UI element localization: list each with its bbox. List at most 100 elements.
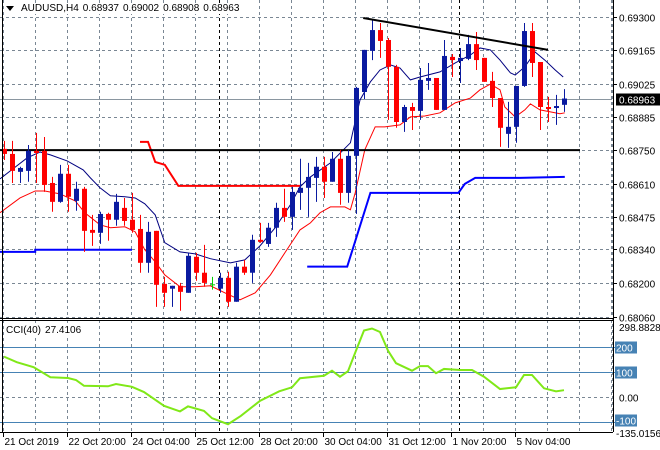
candle-body bbox=[450, 56, 455, 61]
candle bbox=[466, 34, 471, 61]
candle bbox=[394, 64, 399, 128]
candle-body bbox=[98, 213, 103, 233]
candle bbox=[210, 276, 215, 290]
candle bbox=[530, 23, 535, 77]
candle-body bbox=[466, 44, 471, 59]
price-label: 0.68340 bbox=[619, 246, 656, 257]
candle-body bbox=[170, 285, 175, 289]
candle-body bbox=[522, 31, 527, 86]
candle-body bbox=[274, 207, 279, 228]
candle bbox=[482, 57, 487, 82]
candle-body bbox=[282, 207, 287, 217]
candle bbox=[338, 149, 343, 205]
cci-level-label: 0.00 bbox=[619, 394, 639, 405]
candle bbox=[426, 62, 431, 90]
moving-average-red bbox=[0, 83, 565, 301]
cci-name: CCI(40) bbox=[6, 325, 42, 336]
candle bbox=[34, 132, 39, 183]
candle-body bbox=[546, 107, 551, 109]
candle-body bbox=[82, 188, 87, 231]
price-label: 0.68060 bbox=[619, 314, 656, 325]
high-value: 0.69002 bbox=[122, 3, 160, 14]
candle-body bbox=[354, 87, 359, 156]
candle-body bbox=[538, 62, 543, 107]
candle-body bbox=[234, 266, 239, 302]
candle-body bbox=[74, 188, 79, 201]
candle-body bbox=[202, 272, 207, 283]
cci-header: CCI(40) 27.4106 bbox=[6, 325, 82, 336]
candle bbox=[354, 86, 359, 214]
candle-body bbox=[514, 85, 519, 127]
candle-body bbox=[306, 176, 311, 188]
candle bbox=[250, 234, 255, 283]
step-line-blue bbox=[307, 175, 565, 268]
candle-body bbox=[130, 219, 135, 230]
candle bbox=[538, 62, 543, 130]
candle bbox=[266, 222, 271, 247]
candle bbox=[450, 54, 455, 77]
candle-body bbox=[42, 150, 47, 185]
time-label: 30 Oct 04:00 bbox=[325, 437, 383, 448]
time-label: 25 Oct 12:00 bbox=[197, 437, 255, 448]
candle bbox=[122, 197, 127, 226]
candle-body bbox=[482, 57, 487, 82]
candle-body bbox=[226, 277, 231, 302]
moving-average-blue bbox=[0, 47, 564, 264]
candle bbox=[242, 259, 247, 275]
cci-line bbox=[3, 327, 565, 426]
candle-body bbox=[562, 98, 567, 105]
candle bbox=[298, 158, 303, 210]
candle-body bbox=[66, 173, 71, 197]
candle bbox=[330, 152, 335, 182]
candle-body bbox=[90, 229, 95, 233]
candle-body bbox=[314, 166, 319, 178]
candle bbox=[290, 186, 295, 230]
cci-max-label: 298.8828 bbox=[619, 323, 660, 334]
candle bbox=[554, 94, 559, 125]
time-label: 21 Oct 2019 bbox=[5, 437, 60, 448]
candle bbox=[546, 96, 551, 122]
candle bbox=[402, 104, 407, 132]
candle bbox=[138, 214, 143, 273]
candle bbox=[418, 68, 423, 120]
candle-body bbox=[218, 277, 223, 289]
price-label: 0.69165 bbox=[619, 47, 656, 58]
candle bbox=[82, 186, 87, 252]
candle-body bbox=[378, 30, 383, 41]
candle-body bbox=[50, 182, 55, 202]
open-value: 0.68937 bbox=[82, 3, 119, 14]
candle-body bbox=[434, 77, 439, 110]
candle-body bbox=[138, 228, 143, 263]
candle-body bbox=[114, 201, 119, 220]
candle bbox=[410, 102, 415, 130]
candle bbox=[234, 262, 239, 302]
candle-body bbox=[386, 39, 391, 67]
candle bbox=[114, 193, 119, 226]
candle bbox=[26, 144, 31, 182]
candle-body bbox=[10, 153, 15, 171]
candle-body bbox=[178, 285, 183, 292]
candle bbox=[106, 212, 111, 241]
candle bbox=[2, 140, 7, 160]
candle bbox=[162, 276, 167, 307]
time-label: 28 Oct 20:00 bbox=[261, 437, 319, 448]
candle bbox=[170, 285, 175, 307]
candle bbox=[306, 162, 311, 217]
candle-body bbox=[290, 191, 295, 217]
candle bbox=[154, 230, 159, 307]
candle-body bbox=[330, 158, 335, 182]
candle bbox=[346, 149, 351, 203]
price-label: 0.68750 bbox=[619, 147, 656, 158]
dropdown-triangle-icon[interactable] bbox=[6, 6, 14, 11]
candle bbox=[90, 214, 95, 246]
symbol-label: AUDUSD,H4 bbox=[21, 3, 79, 14]
candle-body bbox=[162, 283, 167, 293]
candle-body bbox=[266, 227, 271, 244]
candle bbox=[562, 89, 567, 112]
candle bbox=[18, 166, 23, 183]
cci-panel bbox=[0, 327, 615, 426]
candle bbox=[194, 252, 199, 281]
candle-body bbox=[394, 66, 399, 122]
candle bbox=[506, 101, 511, 148]
current-price-box bbox=[616, 93, 660, 106]
